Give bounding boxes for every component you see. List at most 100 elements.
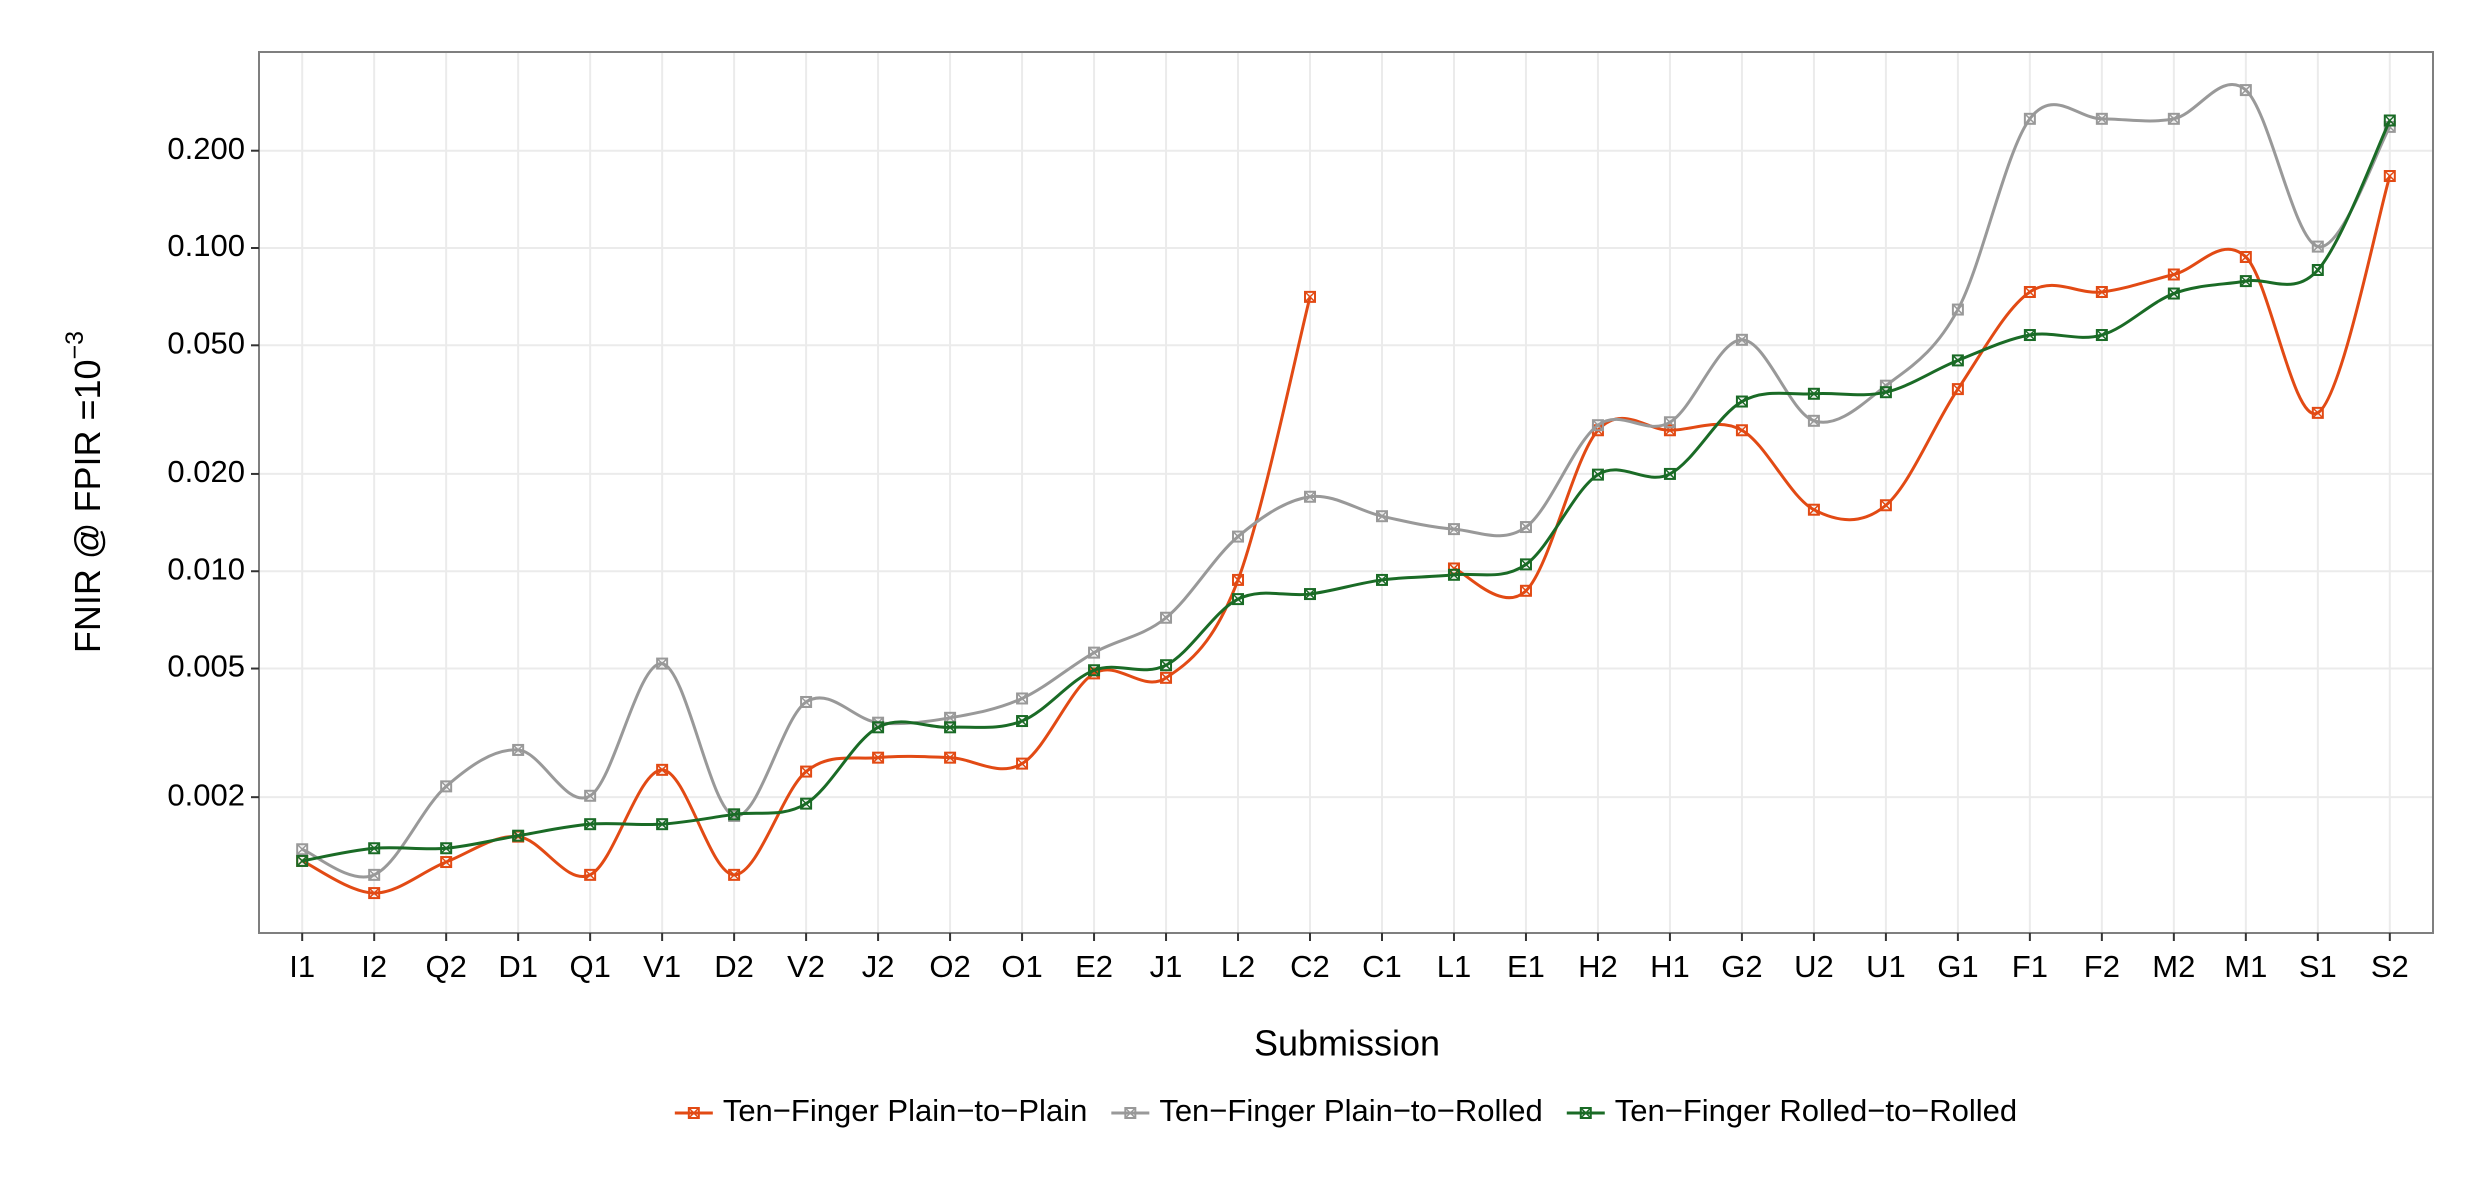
- point: [1591, 468, 1604, 481]
- point-box: [512, 829, 525, 842]
- point-box: [1591, 468, 1604, 481]
- point-cross: [1304, 491, 1316, 503]
- point-cross: [1376, 574, 1388, 586]
- point-cross: [1520, 558, 1532, 570]
- point: [1016, 757, 1029, 770]
- x-tick-label: J2: [862, 949, 895, 984]
- point-cross: [368, 887, 380, 899]
- legend-key-marker: [1124, 1107, 1137, 1119]
- point-box: [656, 657, 669, 670]
- legend-key-marker: [687, 1107, 700, 1119]
- point-cross: [584, 869, 596, 881]
- point-box: [440, 856, 453, 869]
- point-box: [1304, 290, 1317, 303]
- x-tick-label: D2: [714, 949, 754, 984]
- point: [1160, 671, 1173, 684]
- point-box: [2239, 275, 2252, 288]
- point: [2167, 112, 2180, 125]
- point-cross: [296, 855, 308, 867]
- point-box: [1663, 467, 1676, 480]
- legend-key-marker-box: [687, 1107, 700, 1119]
- point-cross: [1736, 334, 1748, 346]
- point-cross: [1736, 424, 1748, 436]
- point-cross: [1160, 659, 1172, 671]
- point-box: [1088, 646, 1101, 659]
- point-cross: [584, 790, 596, 802]
- point-cross: [1664, 416, 1676, 428]
- point-cross: [872, 721, 884, 733]
- lines: [296, 82, 2396, 900]
- point-box: [512, 743, 525, 756]
- point-box: [1375, 510, 1388, 523]
- x-tick-label: Q1: [569, 949, 610, 984]
- x-tick-label: S1: [2299, 949, 2337, 984]
- point: [872, 721, 885, 734]
- point: [584, 789, 597, 802]
- point: [368, 887, 381, 900]
- legend-key-marker-cross: [688, 1107, 700, 1119]
- point-box: [2311, 240, 2324, 253]
- point-box: [1951, 354, 1964, 367]
- point-cross: [368, 869, 380, 881]
- point-box: [944, 751, 957, 764]
- point-cross: [512, 744, 524, 756]
- point-cross: [944, 752, 956, 764]
- point: [800, 695, 813, 708]
- point-box: [1304, 588, 1317, 601]
- point-cross: [1232, 531, 1244, 543]
- y-axis-title-exponent: −3: [61, 331, 89, 360]
- point-cross: [800, 696, 812, 708]
- point-box: [800, 797, 813, 810]
- point: [728, 808, 741, 821]
- point: [1375, 510, 1388, 523]
- point-cross: [1592, 469, 1604, 481]
- point: [1735, 424, 1748, 437]
- x-tick-label: J1: [1150, 949, 1183, 984]
- x-tick-label: E1: [1507, 949, 1545, 984]
- point: [1519, 558, 1532, 571]
- point-box: [1016, 692, 1029, 705]
- legend-item: Ten−Finger Rolled−to−Rolled: [1566, 1093, 2017, 1128]
- point: [2023, 285, 2036, 298]
- x-tick-label: F2: [2084, 949, 2120, 984]
- point: [2095, 329, 2108, 342]
- point: [2311, 263, 2324, 276]
- x-tick-label: H1: [1650, 949, 1690, 984]
- point-box: [584, 789, 597, 802]
- point-box: [2095, 329, 2108, 342]
- point-box: [1232, 593, 1245, 606]
- point: [1807, 387, 1820, 400]
- point: [296, 854, 309, 867]
- point-cross: [2312, 241, 2324, 253]
- point-cross: [1592, 419, 1604, 431]
- x-tick-label: C2: [1290, 949, 1330, 984]
- point-box: [1016, 757, 1029, 770]
- point: [2311, 406, 2324, 419]
- point: [1304, 490, 1317, 503]
- x-tick-label: C1: [1362, 949, 1402, 984]
- point-cross: [1376, 510, 1388, 522]
- point-box: [1735, 333, 1748, 346]
- point-cross: [872, 752, 884, 764]
- point: [296, 843, 309, 856]
- point-cross: [800, 766, 812, 778]
- point-cross: [2384, 170, 2396, 182]
- point-box: [1663, 416, 1676, 429]
- y-tick-label: 0.200: [167, 131, 245, 166]
- point-box: [1879, 499, 1892, 512]
- point-cross: [2240, 275, 2252, 287]
- point-box: [2311, 406, 2324, 419]
- point-box: [1447, 568, 1460, 581]
- point: [2311, 240, 2324, 253]
- point-cross: [656, 818, 668, 830]
- point: [1951, 354, 1964, 367]
- legend-label: Ten−Finger Rolled−to−Rolled: [1615, 1093, 2017, 1128]
- point-cross: [440, 842, 452, 854]
- point-cross: [1304, 588, 1316, 600]
- y-tick-label: 0.005: [167, 649, 245, 684]
- point-box: [1735, 395, 1748, 408]
- point: [1519, 521, 1532, 534]
- point-box: [2023, 329, 2036, 342]
- point-box: [2311, 263, 2324, 276]
